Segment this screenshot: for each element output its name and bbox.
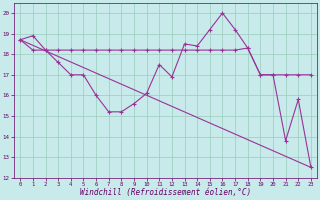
X-axis label: Windchill (Refroidissement éolien,°C): Windchill (Refroidissement éolien,°C) (80, 188, 251, 197)
